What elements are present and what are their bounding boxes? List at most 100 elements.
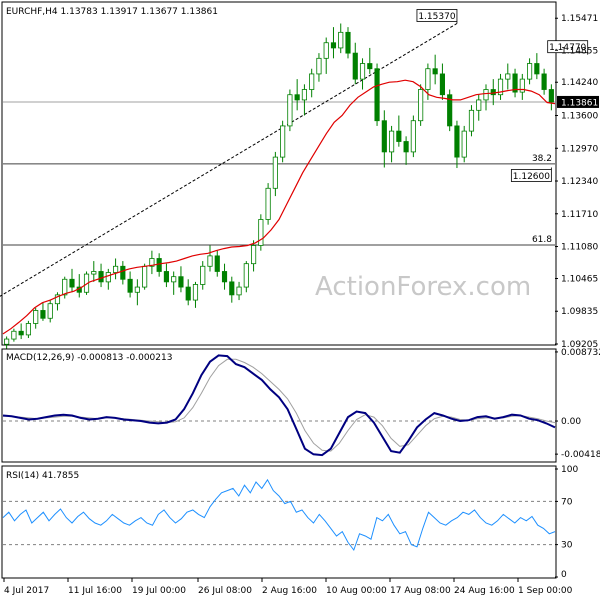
rsi-line: [2, 478, 556, 552]
macd-y-axis: 0.008732 0.00 -0.004184: [555, 348, 600, 460]
candle-body: [309, 73, 315, 90]
candle-body: [548, 89, 554, 103]
candle-body: [476, 99, 482, 111]
x-tick-label: 11 Jul 16:00: [68, 586, 122, 596]
candle-body: [207, 255, 213, 267]
candle-body: [91, 271, 97, 275]
x-tick-label: 24 Aug 16:00: [454, 586, 515, 596]
y-tick-label: 1.11080: [561, 243, 598, 253]
candle-body: [490, 89, 496, 96]
candle-body: [178, 276, 184, 288]
candle-body: [4, 338, 10, 345]
candle-body: [18, 330, 24, 336]
candle-body: [352, 52, 358, 80]
candle-body: [447, 94, 453, 127]
candle-body: [214, 255, 220, 272]
moving-average: [2, 79, 556, 335]
candle-body: [236, 286, 242, 296]
y-tick-label: 30: [561, 541, 573, 551]
candle-body: [527, 63, 533, 80]
candle-body: [541, 73, 547, 90]
level-label: 61.8: [532, 235, 552, 245]
candle-body: [265, 187, 271, 220]
y-tick-label: 1.14855: [561, 46, 598, 56]
annotation-box: [547, 40, 589, 54]
current-price-label: 1.13861: [561, 98, 598, 108]
candle-body: [163, 271, 170, 283]
x-tick-label: 10 Aug 00:00: [326, 586, 387, 596]
candle-body: [425, 68, 431, 90]
candle-body: [403, 141, 409, 153]
annotation-box: [510, 169, 552, 182]
candle-body: [98, 271, 104, 283]
candle-body: [33, 310, 39, 324]
candle-body: [418, 89, 424, 122]
candle-body: [454, 125, 460, 158]
candle-body: [432, 68, 438, 75]
price-candles: [4, 23, 554, 350]
x-tick-label: 2 Aug 16:00: [262, 586, 317, 596]
y-tick-label: 100: [561, 465, 578, 475]
candle-body: [461, 130, 467, 158]
y-tick-label: -0.004184: [561, 450, 600, 460]
candle-body: [316, 57, 322, 75]
candle-body: [468, 109, 475, 132]
candle-body: [338, 31, 344, 49]
candle-body: [62, 278, 68, 296]
candle-body: [330, 42, 337, 49]
candle-body: [497, 78, 504, 96]
candle-body: [519, 78, 525, 93]
rsi-pane-title: RSI(14) 41.7855: [6, 471, 79, 481]
rsi-line: [2, 478, 556, 552]
candle-body: [301, 89, 307, 101]
candle-body: [280, 125, 286, 158]
moving-average-line: [2, 79, 556, 335]
y-tick-label: 1.11710: [561, 210, 598, 220]
y-tick-label: 70: [561, 497, 573, 507]
candle-body: [323, 42, 329, 59]
candle-body: [11, 330, 17, 340]
annotation-label: 1.15370: [418, 12, 455, 22]
price-pane-title: EURCHF,H4 1.13783 1.13917 1.13677 1.1386…: [6, 7, 218, 17]
annotation-label: 1.14770: [549, 43, 586, 53]
y-tick-label: 1.14240: [561, 78, 598, 88]
time-axis: 4 Jul 2017 11 Jul 16:00 19 Jul 00:00 26 Jul…: [3, 578, 573, 596]
candle-body: [54, 294, 61, 305]
candle-body: [40, 310, 46, 319]
candle-body: [171, 276, 177, 283]
candle-body: [200, 265, 206, 285]
candle-body: [367, 63, 373, 70]
candle-body: [156, 258, 162, 272]
macd-pane-title: MACD(12,26,9) -0.000813 -0.000213: [6, 353, 172, 363]
candle-body: [287, 94, 293, 127]
candle-body: [374, 68, 380, 122]
macd-lines: [2, 354, 556, 457]
x-tick-label: 26 Jul 08:00: [198, 586, 252, 596]
candle-body: [105, 272, 111, 283]
y-tick-label: 1.13600: [561, 112, 598, 122]
candle-body: [221, 271, 228, 283]
candle-body: [512, 73, 518, 93]
macd-pane-frame: [1, 348, 557, 463]
x-tick-label: 19 Jul 00:00: [132, 586, 186, 596]
candle-body: [69, 278, 75, 288]
candle-body: [294, 94, 300, 101]
candle-body: [396, 130, 402, 142]
y-tick-label: 1.09835: [561, 307, 598, 317]
candle-body: [113, 265, 119, 273]
candle-body: [127, 278, 133, 293]
rsi-y-axis: 100 70 30 0: [555, 465, 578, 580]
candle-body: [25, 323, 32, 336]
candle-body: [250, 245, 257, 265]
candle-body: [47, 303, 53, 319]
candle-body: [272, 156, 278, 189]
candle-body: [185, 286, 191, 301]
candle-body: [359, 63, 366, 80]
x-tick-label: 17 Aug 08:00: [390, 586, 451, 596]
candle-body: [243, 263, 249, 288]
candle-body: [149, 258, 155, 267]
candle-body: [134, 286, 140, 293]
y-tick-label: 1.12340: [561, 177, 598, 187]
